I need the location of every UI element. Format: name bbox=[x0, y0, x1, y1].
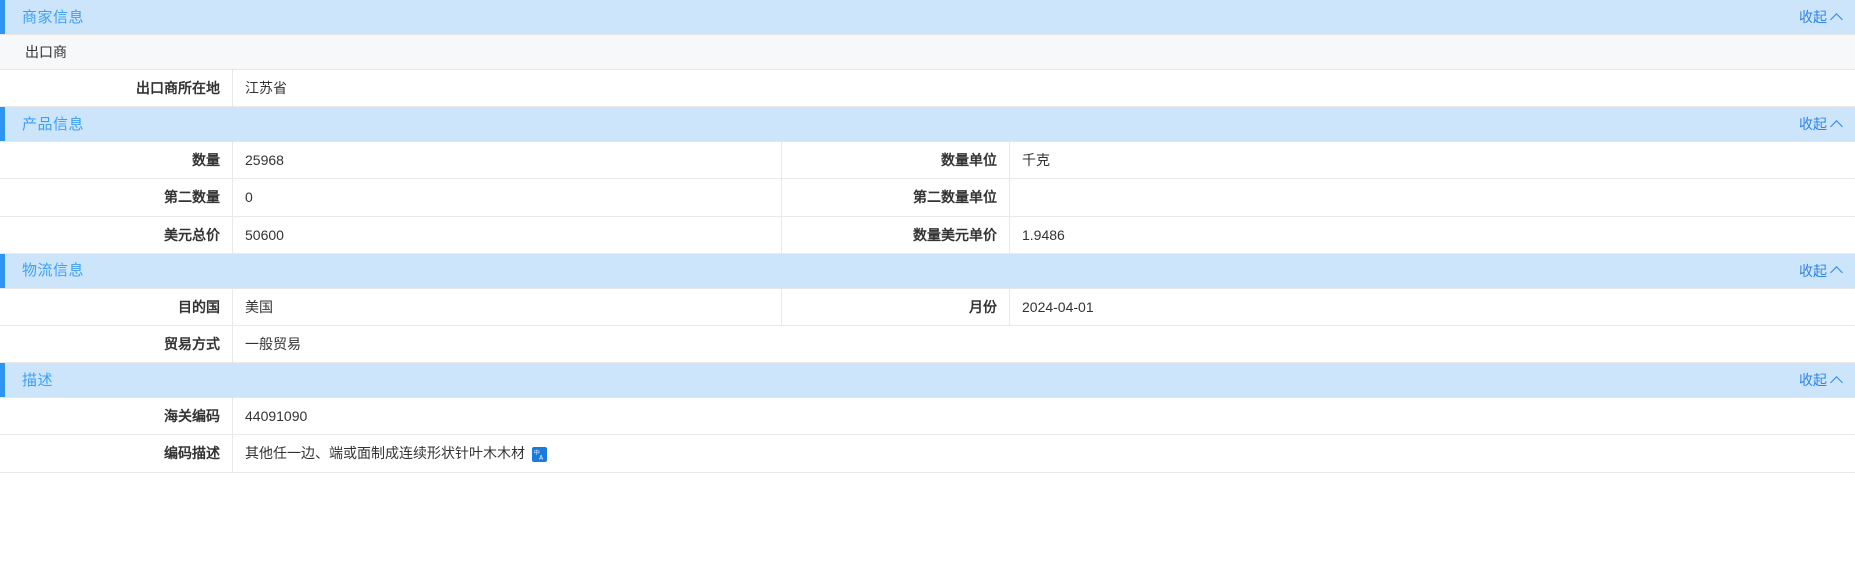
field-group: 数量美元单价 1.9486 bbox=[782, 216, 1855, 253]
collapse-toggle-product-info[interactable]: 收起 bbox=[1799, 114, 1843, 134]
collapse-toggle-description[interactable]: 收起 bbox=[1799, 370, 1843, 390]
table-row: 数量 25968 数量单位 千克 bbox=[0, 142, 1855, 180]
table-row: 海关编码 44091090 bbox=[0, 398, 1855, 436]
field-label: 数量 bbox=[0, 142, 233, 179]
field-group: 出口商所在地 江苏省 bbox=[0, 70, 1855, 107]
section-header-description[interactable]: 描述 收起 bbox=[0, 363, 1855, 399]
field-value: 一般贸易 bbox=[245, 335, 301, 352]
chevron-up-icon bbox=[1830, 375, 1843, 389]
field-label: 数量单位 bbox=[782, 142, 1010, 179]
field-value: 千克 bbox=[1022, 152, 1050, 169]
field-group: 数量 25968 bbox=[0, 142, 782, 179]
field-group: 数量单位 千克 bbox=[782, 142, 1855, 179]
field-label: 第二数量 bbox=[0, 179, 233, 216]
field-value: 江苏省 bbox=[245, 80, 287, 96]
table-row: 第二数量 0 第二数量单位 bbox=[0, 179, 1855, 217]
field-group: 贸易方式 一般贸易 bbox=[0, 325, 1855, 363]
field-label: 美元总价 bbox=[0, 216, 233, 253]
field-value: 1.9486 bbox=[1022, 226, 1065, 243]
collapse-label: 收起 bbox=[1799, 372, 1827, 389]
field-value bbox=[1010, 179, 1855, 215]
table-row: 美元总价 50600 数量美元单价 1.9486 bbox=[0, 216, 1855, 254]
field-label: 月份 bbox=[782, 288, 1010, 325]
field-label: 出口商所在地 bbox=[0, 70, 233, 107]
field-group: 第二数量单位 bbox=[782, 179, 1855, 216]
field-group: 美元总价 50600 bbox=[0, 216, 782, 253]
collapse-toggle-merchant-info[interactable]: 收起 bbox=[1799, 7, 1843, 27]
field-value: 美国 bbox=[245, 298, 273, 315]
collapse-toggle-logistics-info[interactable]: 收起 bbox=[1799, 261, 1843, 281]
section-header-merchant-info[interactable]: 商家信息 收起 bbox=[0, 0, 1855, 35]
field-group: 目的国 美国 bbox=[0, 288, 782, 325]
field-group: 编码描述 其他任一边、端或面制成连续形状针叶木木材 中 A bbox=[0, 435, 1855, 472]
field-value-with-badge: 其他任一边、端或面制成连续形状针叶木木材 中 A bbox=[233, 435, 1855, 471]
field-value: 50600 bbox=[245, 226, 284, 243]
svg-text:A: A bbox=[539, 456, 543, 461]
table-row: 目的国 美国 月份 2024-04-01 bbox=[0, 288, 1855, 326]
field-group: 海关编码 44091090 bbox=[0, 398, 1855, 435]
subheader-exporter: 出口商 bbox=[0, 35, 1855, 70]
svg-text:中: 中 bbox=[534, 449, 540, 457]
section-header-logistics-info[interactable]: 物流信息 收起 bbox=[0, 253, 1855, 289]
field-value: 25968 bbox=[245, 152, 284, 169]
translate-icon[interactable]: 中 A bbox=[532, 446, 547, 462]
table-row: 编码描述 其他任一边、端或面制成连续形状针叶木木材 中 A bbox=[0, 435, 1855, 473]
section-title: 产品信息 bbox=[22, 115, 85, 133]
section-title: 物流信息 bbox=[22, 262, 85, 280]
field-value: 44091090 bbox=[245, 408, 308, 425]
section-title: 描述 bbox=[22, 371, 54, 389]
field-label: 数量美元单价 bbox=[782, 216, 1010, 253]
chevron-up-icon bbox=[1830, 266, 1843, 280]
chevron-up-icon bbox=[1830, 12, 1843, 26]
field-label: 目的国 bbox=[0, 288, 233, 325]
collapse-label: 收起 bbox=[1799, 9, 1827, 25]
field-label: 编码描述 bbox=[0, 435, 233, 472]
field-value: 2024-04-01 bbox=[1022, 298, 1094, 315]
field-label: 第二数量单位 bbox=[782, 179, 1010, 216]
field-label: 贸易方式 bbox=[0, 325, 233, 363]
field-label: 海关编码 bbox=[0, 398, 233, 435]
table-row: 贸易方式 一般贸易 bbox=[0, 325, 1855, 364]
collapse-label: 收起 bbox=[1799, 116, 1827, 133]
table-row: 出口商所在地 江苏省 bbox=[0, 70, 1855, 108]
chevron-up-icon bbox=[1830, 119, 1843, 133]
collapse-label: 收起 bbox=[1799, 262, 1827, 279]
field-group: 月份 2024-04-01 bbox=[782, 288, 1855, 325]
field-group: 第二数量 0 bbox=[0, 179, 782, 216]
section-header-product-info[interactable]: 产品信息 收起 bbox=[0, 107, 1855, 143]
section-title: 商家信息 bbox=[22, 8, 85, 26]
field-value: 0 bbox=[245, 189, 253, 206]
field-value: 其他任一边、端或面制成连续形状针叶木木材 bbox=[245, 445, 525, 462]
